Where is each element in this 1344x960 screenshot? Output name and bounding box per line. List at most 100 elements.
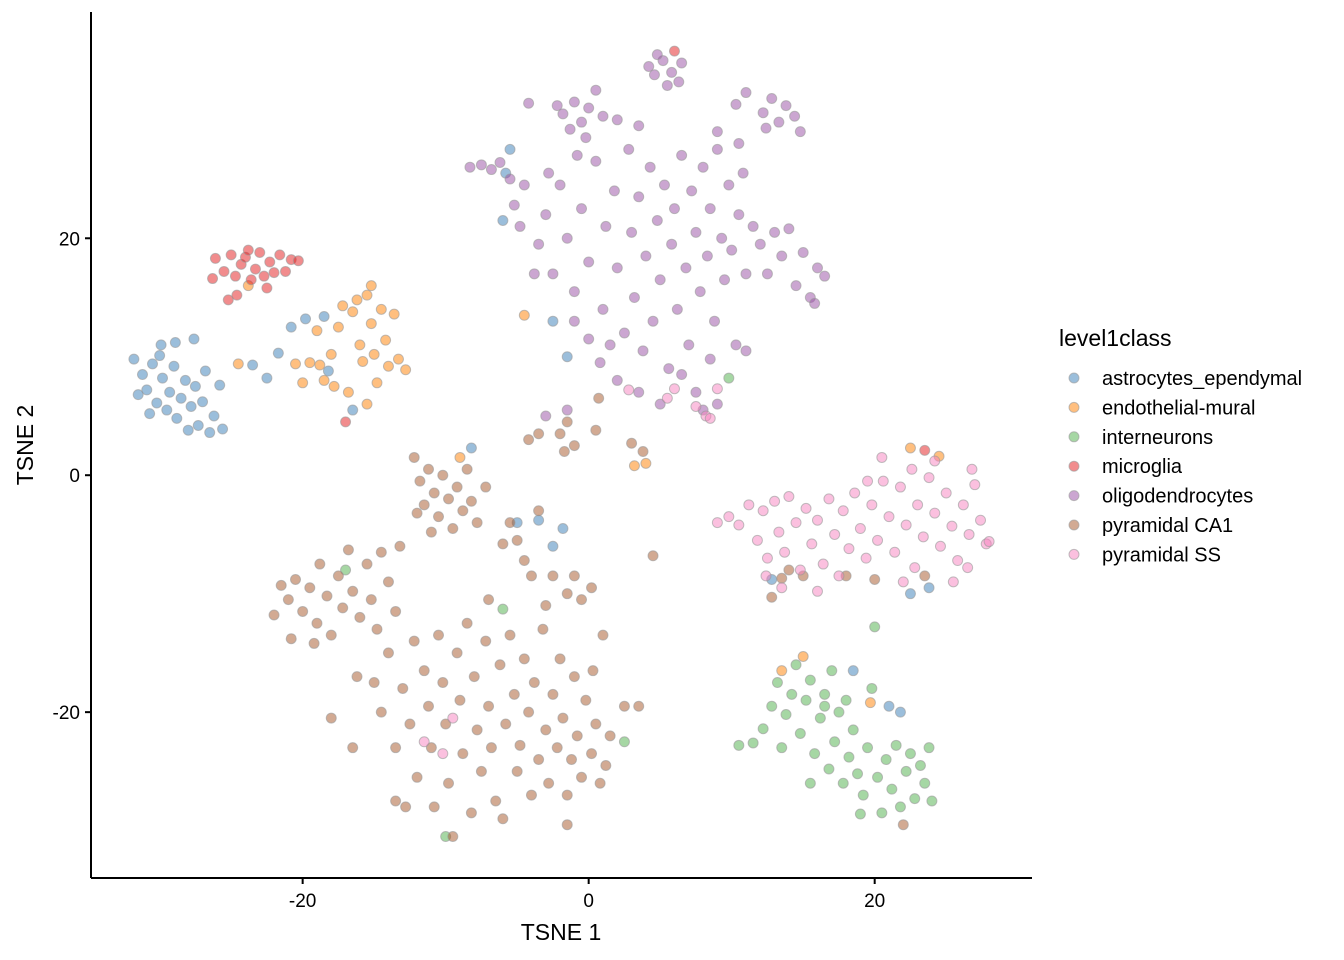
point-endothelial-mural (797, 650, 809, 662)
point-interneurons (869, 621, 881, 633)
point-astrocytes-ependymal (179, 374, 191, 386)
point-endothelial-mural (357, 355, 369, 367)
point-endothelial-mural (311, 325, 323, 337)
point-oligodendrocytes (644, 161, 656, 173)
point-astrocytes-ependymal (883, 700, 895, 712)
point-microglia (209, 252, 221, 264)
point-pyramidal-ca1 (408, 451, 420, 463)
point-pyramidal-ca1 (483, 700, 495, 712)
point-pyramidal-ss (929, 455, 941, 467)
point-interneurons (804, 777, 816, 789)
point-oligodendrocytes (583, 102, 595, 114)
point-astrocytes-ependymal (155, 339, 167, 351)
point-pyramidal-ca1 (594, 777, 606, 789)
point-oligodendrocytes (633, 386, 645, 398)
point-pyramidal-ca1 (337, 602, 349, 614)
point-pyramidal-ca1 (514, 739, 526, 751)
point-pyramidal-ca1 (443, 777, 455, 789)
point-astrocytes-ependymal (504, 143, 516, 155)
point-pyramidal-ss (894, 481, 906, 493)
point-oligodendrocytes (811, 262, 823, 274)
point-pyramidal-ss (983, 536, 995, 548)
point-pyramidal-ca1 (590, 718, 602, 730)
point-pyramidal-ca1 (633, 700, 645, 712)
point-pyramidal-ca1 (561, 789, 573, 801)
point-astrocytes-ependymal (318, 310, 330, 322)
point-oligodendrocytes (590, 155, 602, 167)
point-interneurons (926, 795, 938, 807)
point-oligodendrocytes (663, 363, 675, 375)
point-endothelial-mural (365, 318, 377, 330)
point-microglia (207, 273, 219, 285)
point-pyramidal-ca1 (347, 742, 359, 754)
point-pyramidal-ca1 (440, 718, 452, 730)
point-interneurons (766, 700, 778, 712)
point-pyramidal-ca1 (593, 392, 605, 404)
point-pyramidal-ca1 (457, 748, 469, 760)
point-pyramidal-ca1 (523, 434, 535, 446)
legend: astrocytes_ependymal endothelial-mural int… (1068, 368, 1302, 566)
point-pyramidal-ss (711, 517, 723, 529)
point-oligodendrocytes (494, 156, 506, 168)
point-pyramidal-ca1 (511, 765, 523, 777)
point-pyramidal-ss (876, 451, 888, 463)
point-microglia (245, 274, 257, 286)
point-pyramidal-ca1 (382, 576, 394, 588)
point-interneurons (829, 736, 841, 748)
point-oligodendrocytes (776, 250, 788, 262)
point-astrocytes-ependymal (188, 333, 200, 345)
point-pyramidal-ca1 (647, 550, 659, 562)
point-oligodendrocytes (580, 132, 592, 144)
point-astrocytes-ependymal (547, 540, 559, 552)
point-oligodendrocytes (761, 268, 773, 280)
point-interneurons (833, 706, 845, 718)
point-pyramidal-ss (751, 534, 763, 546)
point-pyramidal-ss (906, 463, 918, 475)
point-pyramidal-ca1 (371, 623, 383, 635)
point-endothelial-mural (518, 309, 530, 321)
point-pyramidal-ca1 (428, 487, 440, 499)
point-pyramidal-ca1 (483, 594, 495, 606)
point-pyramidal-ss (733, 519, 745, 531)
point-astrocytes-ependymal (136, 369, 148, 381)
point-astrocytes-ependymal (144, 408, 156, 420)
point-pyramidal-ca1 (547, 688, 559, 700)
point-oligodendrocytes (676, 57, 688, 69)
legend-label: pyramidal CA1 (1102, 515, 1233, 537)
point-pyramidal-ca1 (275, 579, 287, 591)
point-endothelial-mural (314, 359, 326, 371)
point-interneurons (904, 748, 916, 760)
point-interneurons (747, 737, 759, 749)
point-oligodendrocytes (640, 250, 652, 262)
point-pyramidal-ca1 (408, 635, 420, 647)
point-pyramidal-ca1 (397, 682, 409, 694)
point-pyramidal-ca1 (523, 706, 535, 718)
point-microglia (229, 270, 241, 282)
legend-item: astrocytes_ependymal (1068, 368, 1302, 390)
point-pyramidal-ca1 (375, 706, 387, 718)
point-interneurons (919, 777, 931, 789)
point-pyramidal-ca1 (485, 742, 497, 754)
legend-key-icon (1068, 431, 1080, 443)
point-pyramidal-ss (779, 546, 791, 558)
x-tick-label: 20 (864, 891, 885, 912)
point-astrocytes-ependymal (322, 365, 334, 377)
point-pyramidal-ss (704, 412, 716, 424)
point-oligodendrocytes (648, 69, 660, 81)
point-pyramidal-ss (811, 514, 823, 526)
point-oligodendrocytes (683, 339, 695, 351)
point-pyramidal-ca1 (311, 617, 323, 629)
point-pyramidal-ca1 (451, 481, 463, 493)
point-oligodendrocytes (690, 386, 702, 398)
point-pyramidal-ss (962, 562, 974, 574)
point-oligodendrocytes (740, 87, 752, 99)
point-pyramidal-ss (854, 523, 866, 535)
point-astrocytes-ependymal (547, 315, 559, 327)
point-oligodendrocytes (783, 223, 795, 235)
point-endothelial-mural (368, 348, 380, 360)
point-astrocytes-ependymal (561, 351, 573, 363)
point-pyramidal-ss (883, 511, 895, 523)
point-pyramidal-ca1 (597, 629, 609, 641)
point-pyramidal-ca1 (518, 653, 530, 665)
point-pyramidal-ca1 (268, 609, 280, 621)
